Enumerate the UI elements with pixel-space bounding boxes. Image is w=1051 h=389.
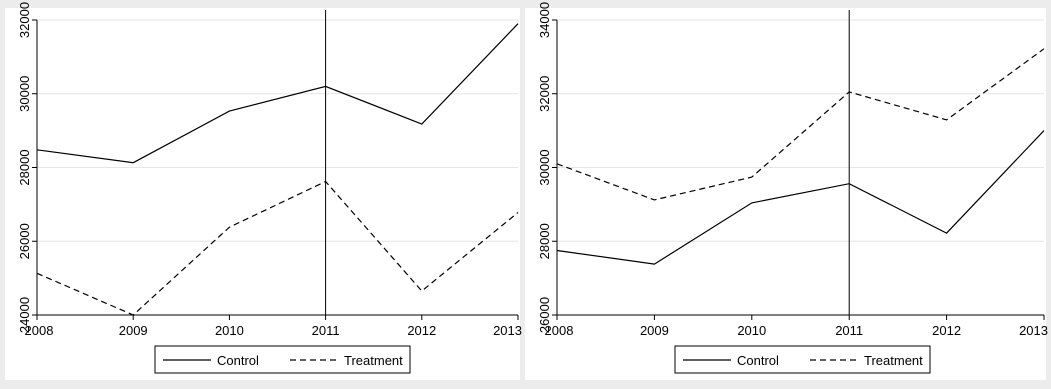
chart-panel-1: 24000 26000 28000 30000 32000 2008 2009 2010 201… bbox=[5, 2, 522, 380]
panel-background bbox=[525, 8, 1046, 380]
series-line-control bbox=[556, 130, 1045, 265]
x-tick-label: 2008 bbox=[25, 323, 54, 338]
x-tick-label: 2008 bbox=[545, 323, 574, 338]
x-tick-label: 2012 bbox=[407, 323, 436, 338]
y-tick-label: 30000 bbox=[17, 76, 32, 112]
y-tick-label: 28000 bbox=[17, 149, 32, 185]
x-tick-label: 2010 bbox=[737, 323, 766, 338]
x-tick-label: 2013 bbox=[1019, 323, 1048, 338]
y-tick-label: 26000 bbox=[17, 223, 32, 259]
x-tick-label: 2009 bbox=[640, 323, 669, 338]
x-tick-label: 2010 bbox=[215, 323, 244, 338]
series-line-control bbox=[36, 23, 519, 164]
y-tick-label: 24000 bbox=[17, 297, 32, 333]
y-tick-label: 34000 bbox=[537, 2, 552, 38]
legend: Control Treatment bbox=[674, 345, 931, 374]
y-tick-label: 32000 bbox=[17, 2, 32, 38]
legend-label: Control bbox=[217, 353, 259, 368]
x-tick-label: 2013 bbox=[493, 323, 522, 338]
legend-label: Treatment bbox=[344, 353, 403, 368]
chart-panel-2: 26000 28000 30000 32000 34000 2008 2009 2010 201… bbox=[525, 2, 1048, 380]
legend-label: Control bbox=[737, 353, 779, 368]
panel-background bbox=[5, 8, 520, 380]
x-tick-label: 2011 bbox=[312, 323, 340, 338]
y-tick-label: 28000 bbox=[537, 223, 552, 259]
x-tick-label: 2012 bbox=[932, 323, 961, 338]
y-tick-label: 32000 bbox=[537, 76, 552, 112]
legend: Control Treatment bbox=[154, 345, 411, 374]
legend-label: Treatment bbox=[864, 353, 923, 368]
x-tick-label: 2009 bbox=[119, 323, 148, 338]
x-tick-label: 2011 bbox=[835, 323, 863, 338]
series-line-treatment bbox=[556, 48, 1045, 201]
y-tick-label: 30000 bbox=[537, 149, 552, 185]
y-tick-label: 26000 bbox=[537, 297, 552, 333]
